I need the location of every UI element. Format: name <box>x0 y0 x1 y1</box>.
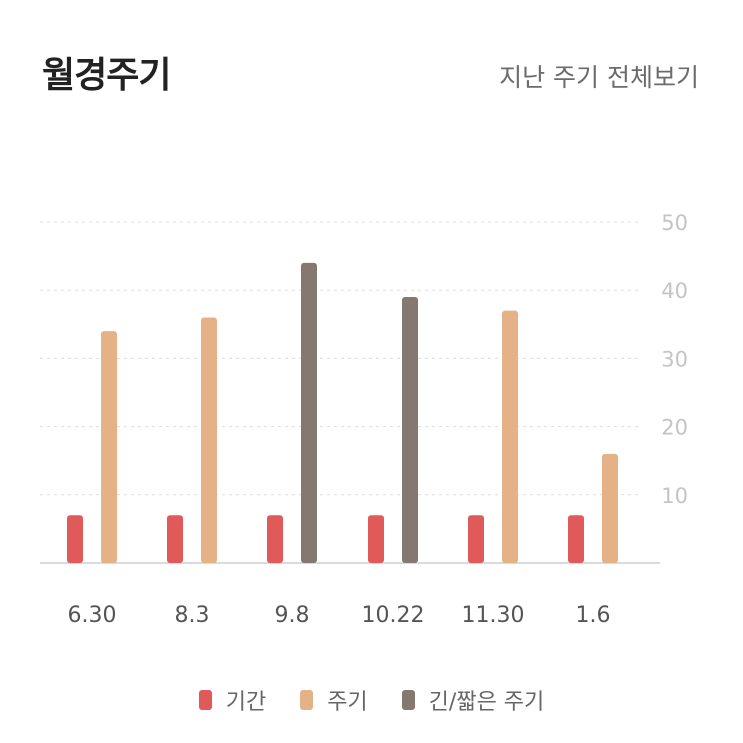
bar-long-short-2 <box>301 262 317 563</box>
x-tick-label-3: 10.22 <box>362 603 425 628</box>
bar-period-1 <box>167 515 183 563</box>
bar-period-0 <box>67 515 83 563</box>
x-tick-label-1: 8.3 <box>175 603 210 628</box>
chart-legend: 기간 주기 긴/짧은 주기 <box>0 684 743 716</box>
bar-cycle-1 <box>201 317 217 563</box>
bar-long-short-3 <box>402 297 418 563</box>
x-tick-label-5: 1.6 <box>576 603 611 628</box>
y-tick-label-20: 20 <box>661 416 688 440</box>
bar-period-3 <box>368 515 384 563</box>
legend-item-cycle: 주기 <box>300 684 368 716</box>
bar-period-4 <box>468 515 484 563</box>
legend-swatch-cycle <box>300 690 314 710</box>
bar-period-2 <box>267 515 283 563</box>
y-tick-label-30: 30 <box>661 347 688 371</box>
bar-period-5 <box>568 515 584 563</box>
x-tick-label-2: 9.8 <box>275 603 310 628</box>
bar-cycle-0 <box>101 331 117 563</box>
view-all-cycles-link[interactable]: 지난 주기 전체보기 <box>499 63 699 92</box>
legend-swatch-period <box>198 690 212 710</box>
x-tick-label-4: 11.30 <box>462 603 525 628</box>
y-tick-label-10: 10 <box>661 484 688 508</box>
bar-cycle-5 <box>602 453 618 563</box>
bar-cycle-4 <box>502 310 518 563</box>
legend-label-cycle: 주기 <box>327 690 368 715</box>
legend-item-period: 기간 <box>198 684 267 716</box>
legend-label-long-short: 긴/짧은 주기 <box>428 690 545 715</box>
y-tick-label-50: 50 <box>661 211 688 235</box>
legend-label-period: 기간 <box>225 690 267 715</box>
page-title: 월경주기 <box>42 55 171 96</box>
legend-swatch-long-short <box>401 690 415 710</box>
legend-item-long-short: 긴/짧은 주기 <box>401 684 545 716</box>
y-tick-label-40: 40 <box>661 279 688 303</box>
x-tick-label-0: 6.30 <box>68 603 117 628</box>
